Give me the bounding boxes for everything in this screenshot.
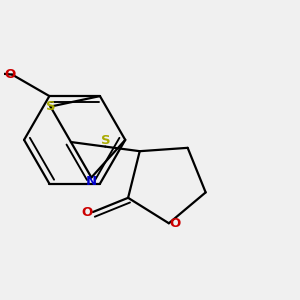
Text: S: S bbox=[46, 100, 55, 113]
Text: S: S bbox=[100, 134, 110, 147]
Text: O: O bbox=[169, 217, 181, 230]
Text: O: O bbox=[4, 68, 15, 81]
Text: N: N bbox=[86, 175, 97, 188]
Text: O: O bbox=[81, 206, 92, 218]
